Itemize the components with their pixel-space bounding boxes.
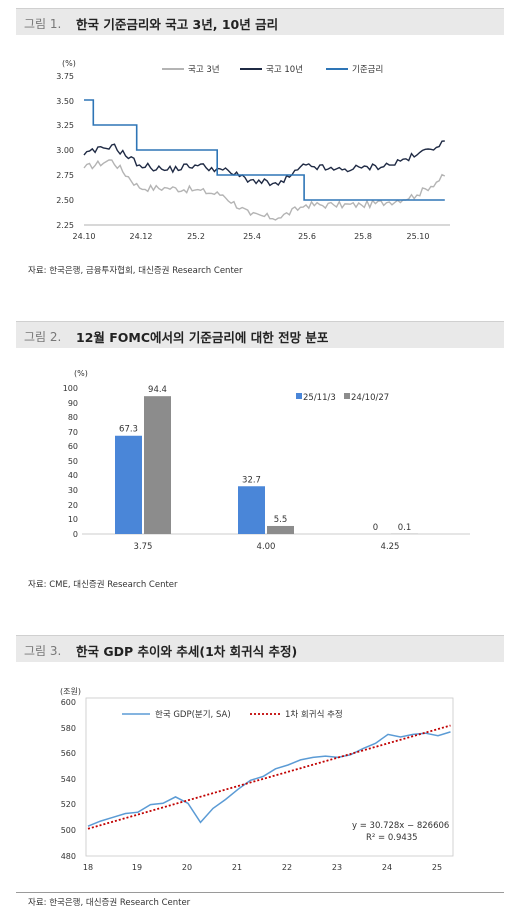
chart3-xtick: 25 xyxy=(432,863,442,872)
figure-1-title: 한국 기준금리와 국고 3년, 10년 금리 xyxy=(76,17,279,32)
chart2-category-label: 3.75 xyxy=(134,542,153,552)
figure-1-source: 자료: 한국은행, 금융투자협회, 대신증권 Research Center xyxy=(28,266,243,276)
bar-value-label: 0 xyxy=(373,523,378,533)
chart1-xtick: 24.12 xyxy=(130,232,153,241)
chart3-xtick: 19 xyxy=(132,863,142,872)
chart3-xtick: 18 xyxy=(83,863,93,872)
figure-2-title: 12월 FOMC에서의 기준금리에 대한 전망 분포 xyxy=(76,330,329,345)
bar-25/11/3-4.00 xyxy=(238,486,265,534)
chart1-ytick: 2.25 xyxy=(56,221,74,230)
base-rate-line xyxy=(84,99,445,201)
chart3-ytick: 560 xyxy=(61,749,76,758)
bar-value-label: 67.3 xyxy=(119,425,138,435)
chart2-y-unit: (%) xyxy=(74,369,88,378)
legend-base-label: 기준금리 xyxy=(352,65,383,75)
chart2-ytick: 30 xyxy=(68,486,78,495)
chart2-ytick: 50 xyxy=(68,457,78,466)
legend-series1-swatch xyxy=(296,393,302,399)
chart2-ytick: 60 xyxy=(68,442,78,451)
figure-2-number: 그림 2. xyxy=(24,330,62,344)
figure-2-header: 그림 2. 12월 FOMC에서의 기준금리에 대한 전망 분포 xyxy=(16,321,504,348)
legend-ktb3y-label: 국고 3년 xyxy=(188,64,220,75)
chart1-ytick: 3.25 xyxy=(56,121,74,130)
chart3-xtick: 20 xyxy=(182,863,192,872)
chart1-xtick: 24.10 xyxy=(73,232,96,241)
legend-series1-label: 25/11/3 xyxy=(303,393,336,403)
figure-3-chart: (조원) 600 580 560 540 520 500 480 18 19 2… xyxy=(60,687,454,872)
chart1-ytick: 3.50 xyxy=(56,97,74,106)
chart3-ytick: 480 xyxy=(61,852,76,861)
chart1-ytick: 2.75 xyxy=(56,171,74,180)
trend-line xyxy=(87,724,451,830)
chart3-plot-frame xyxy=(85,697,454,857)
chart1-xtick: 25.8 xyxy=(354,232,372,241)
chart3-ytick: 600 xyxy=(61,698,76,707)
legend-gdp-label: 한국 GDP(분기, SA) xyxy=(155,710,231,720)
figure-1-number: 그림 1. xyxy=(24,17,62,31)
chart2-ytick: 70 xyxy=(68,428,78,437)
figure-1-header: 그림 1. 한국 기준금리와 국고 3년, 10년 금리 xyxy=(16,8,504,35)
legend-series2-label: 24/10/27 xyxy=(351,393,389,403)
chart3-ytick: 500 xyxy=(61,826,76,835)
bar-25/11/3-3.75 xyxy=(115,435,142,534)
bar-value-label: 32.7 xyxy=(242,475,261,485)
chart1-xtick: 25.10 xyxy=(407,232,430,241)
chart1-xtick: 25.2 xyxy=(187,232,205,241)
chart2-category-label: 4.25 xyxy=(381,542,400,552)
figure-2-chart: (%) 100 90 80 70 60 50 40 30 20 10 0 25/… xyxy=(63,369,470,552)
chart2-ytick: 10 xyxy=(68,515,78,524)
figure-3-rule xyxy=(16,892,504,893)
chart3-ytick: 580 xyxy=(61,724,76,733)
bar-value-label: 94.4 xyxy=(148,385,167,395)
ktb10y-line xyxy=(83,140,445,187)
chart2-ytick: 20 xyxy=(68,501,78,510)
figure-3-number: 그림 3. xyxy=(24,644,62,658)
chart3-xtick: 22 xyxy=(282,863,292,872)
chart3-ytick: 540 xyxy=(61,775,76,784)
figure-3-source: 자료: 한국은행, 대신증권 Research Center xyxy=(28,898,191,908)
chart1-y-unit: (%) xyxy=(62,59,76,68)
legend-series2-swatch xyxy=(344,393,350,399)
chart2-category-label: 4.00 xyxy=(257,542,276,552)
regression-equation: y = 30.728x − 826606 xyxy=(352,821,449,831)
chart2-ytick: 100 xyxy=(63,384,78,393)
chart1-ytick: 2.50 xyxy=(56,196,74,205)
figure-1-chart: (%) 국고 3년 국고 10년 기준금리 3.75 3.50 3.25 3.0… xyxy=(56,59,450,241)
chart1-xtick: 25.4 xyxy=(243,232,261,241)
chart2-ytick: 90 xyxy=(68,399,78,408)
chart3-xtick: 24 xyxy=(382,863,392,872)
bar-24/10/27-3.75 xyxy=(144,396,171,534)
chart2-ytick: 40 xyxy=(68,471,78,480)
chart3-xtick: 23 xyxy=(332,863,342,872)
chart2-ytick: 80 xyxy=(68,413,78,422)
figure-3-title: 한국 GDP 추이와 추세(1차 회귀식 추정) xyxy=(76,644,298,659)
legend-ktb10y-label: 국고 10년 xyxy=(266,64,303,75)
regression-r-squared: R² = 0.9435 xyxy=(366,833,418,843)
bar-value-label: 0.1 xyxy=(398,523,412,533)
legend-trend-label: 1차 회귀식 추정 xyxy=(285,709,343,720)
bar-24/10/27-4.00 xyxy=(267,525,294,534)
figure-3-header: 그림 3. 한국 GDP 추이와 추세(1차 회귀식 추정) xyxy=(16,635,504,662)
chart3-y-unit: (조원) xyxy=(60,687,81,696)
chart2-ytick: 0 xyxy=(73,530,78,539)
figure-2-source: 자료: CME, 대신증권 Research Center xyxy=(28,580,178,590)
gdp-line xyxy=(87,731,451,827)
ktb3y-line xyxy=(83,159,446,221)
chart3-xtick: 21 xyxy=(232,863,242,872)
chart1-xtick: 25.6 xyxy=(298,232,316,241)
bar-value-label: 5.5 xyxy=(274,515,288,525)
chart3-ytick: 520 xyxy=(61,800,76,809)
chart1-ytick: 3.00 xyxy=(56,146,74,155)
chart1-ytick: 3.75 xyxy=(56,72,74,81)
